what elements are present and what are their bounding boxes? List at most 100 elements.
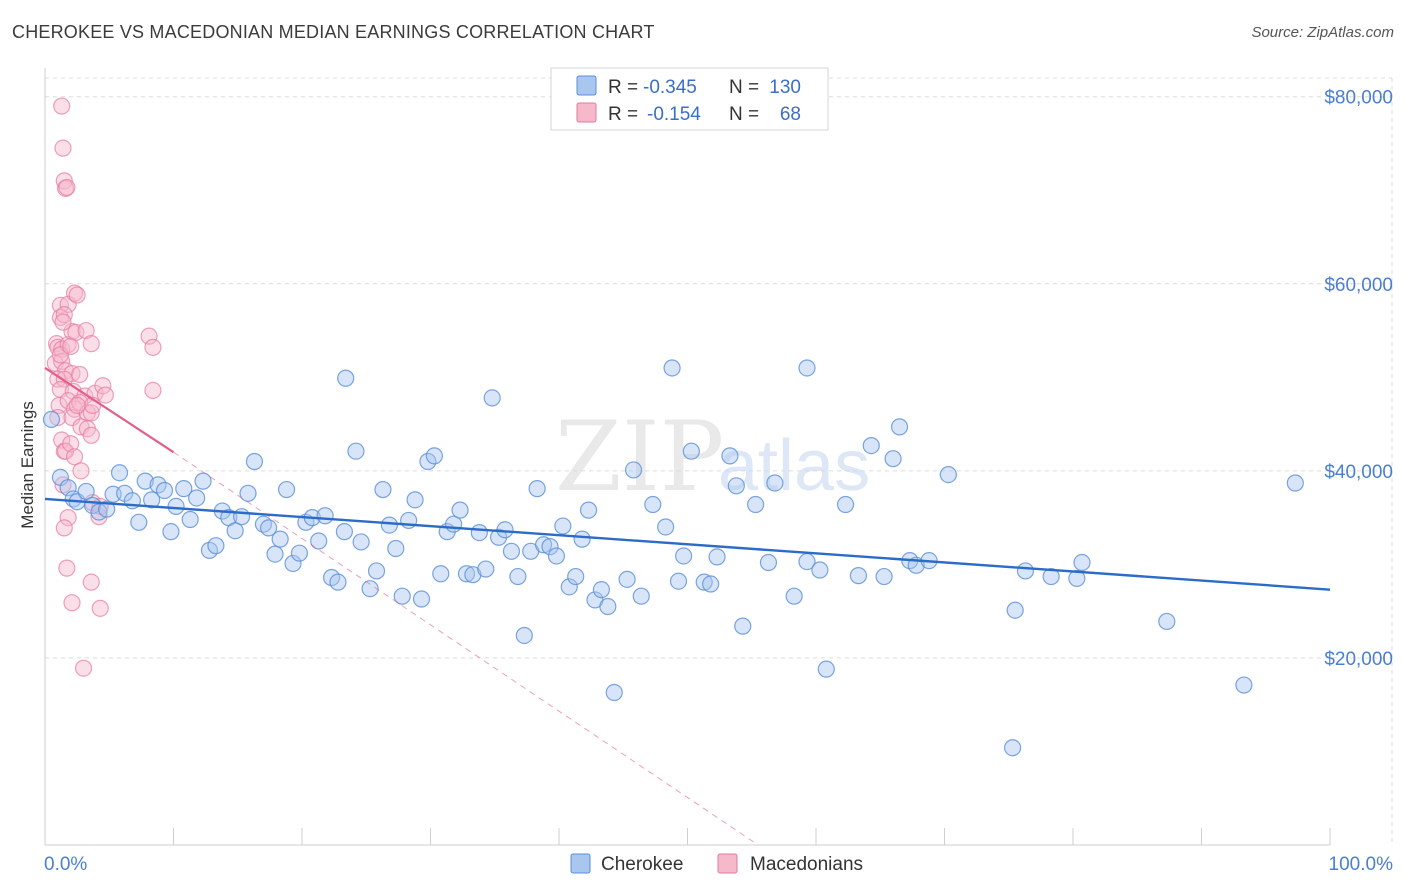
cherokee-point	[374, 480, 392, 499]
cherokee-point	[432, 565, 450, 583]
cherokee-point	[347, 442, 365, 460]
cherokee-point	[675, 547, 693, 565]
legend-box: R = -0.345 N = 130 R = -0.154 N = 68	[550, 67, 829, 131]
macedonians-point	[140, 327, 158, 345]
macedonians-point	[72, 462, 90, 480]
cherokee-point	[663, 359, 681, 377]
y-axis-label: Median Earnings	[18, 401, 37, 529]
cherokee-point	[734, 617, 752, 635]
cherokee-point	[496, 521, 514, 539]
macedonians-points	[46, 97, 162, 677]
chart-title: CHEROKEE VS MACEDONIAN MEDIAN EARNINGS C…	[12, 22, 655, 42]
macedonians-point	[54, 313, 72, 331]
cherokee-point	[695, 573, 713, 591]
macedonians-trend-extension	[173, 451, 759, 846]
cherokee-point	[59, 479, 77, 497]
cherokee-point	[599, 597, 617, 616]
macedonians-point	[62, 337, 80, 356]
cherokee-point	[632, 587, 650, 605]
cherokee-point	[266, 545, 284, 563]
x-tick-label: 100.0%	[1329, 854, 1394, 875]
cherokee-point	[406, 491, 424, 509]
cherokee-point	[862, 436, 880, 455]
legend-r-value-1: -0.345	[643, 77, 697, 98]
cherokee-point	[759, 553, 778, 572]
cherokee-point	[884, 450, 902, 468]
cherokee-point	[624, 461, 643, 479]
cherokee-point	[457, 565, 476, 583]
x-tick-label: 0.0%	[44, 854, 87, 875]
cherokee-point	[387, 539, 405, 558]
cherokee-point	[1235, 676, 1253, 694]
cherokee-point	[175, 480, 193, 498]
cherokee-point	[939, 465, 957, 484]
cherokee-point	[1016, 562, 1035, 580]
macedonians-point	[55, 519, 73, 537]
bottom-legend-macedonians: Macedonians	[750, 854, 863, 875]
macedonians-point	[68, 396, 86, 414]
cherokee-point	[329, 573, 347, 591]
cherokee-point	[811, 561, 829, 579]
bottom-legend-swatch-cherokee	[570, 853, 591, 874]
cherokee-point	[618, 570, 636, 588]
cherokee-point	[727, 477, 745, 495]
cherokee-trend-line	[44, 497, 1331, 591]
cherokee-point	[766, 474, 784, 492]
macedonians-point	[53, 97, 71, 115]
cherokee-point	[541, 538, 559, 556]
cherokee-point	[470, 523, 488, 542]
cherokee-point	[721, 447, 739, 465]
legend-n-value-1: 130	[769, 77, 801, 98]
cherokee-point	[554, 517, 572, 535]
legend-r-label-2: R =	[608, 104, 638, 125]
cherokee-point	[1006, 601, 1024, 619]
watermark: ZIP atlas	[555, 401, 870, 513]
cherokee-point	[143, 491, 161, 509]
cherokee-point	[579, 501, 598, 519]
bottom-legend-swatch-macedonians	[717, 853, 738, 874]
cherokee-point	[316, 507, 334, 525]
y-tick-label: $60,000	[1324, 275, 1393, 296]
cherokee-point	[367, 562, 386, 580]
cherokee-point	[708, 548, 726, 566]
cherokee-point	[567, 567, 585, 586]
cherokee-point	[290, 544, 309, 562]
cherokee-point	[605, 683, 623, 702]
cherokee-point	[483, 389, 501, 407]
cherokee-point	[547, 547, 566, 565]
macedonians-point	[49, 370, 67, 388]
y-tick-label: $40,000	[1324, 462, 1393, 483]
macedonians-point	[65, 284, 84, 302]
legend-n-value-2: 68	[780, 104, 801, 125]
cherokee-point	[1158, 612, 1176, 631]
macedonians-point	[53, 352, 71, 371]
macedonians-point	[63, 594, 81, 612]
cherokee-point	[682, 442, 700, 460]
legend-n-label-2: N =	[729, 104, 759, 125]
cherokee-point	[310, 532, 328, 550]
macedonians-point	[77, 321, 95, 340]
cherokee-point	[425, 447, 443, 465]
cherokee-point	[181, 510, 199, 529]
macedonians-point	[82, 573, 100, 591]
macedonians-point	[62, 435, 80, 453]
cherokee-point	[890, 418, 909, 436]
y-tick-label: $80,000	[1324, 88, 1393, 109]
macedonians-point	[65, 448, 84, 466]
cherokee-point	[592, 581, 611, 599]
cherokee-point	[1004, 739, 1022, 757]
macedonians-point	[53, 431, 71, 449]
cherokee-point	[136, 472, 154, 490]
cherokee-point	[849, 567, 868, 585]
y-tick-labels: $20,000 $40,000 $60,000 $80,000	[1324, 88, 1393, 670]
cherokee-point	[259, 519, 278, 537]
cherokee-point	[644, 495, 662, 514]
cherokee-point	[207, 537, 225, 555]
cherokee-point	[528, 480, 546, 498]
cherokee-point	[361, 580, 379, 598]
trend-lines	[44, 367, 1331, 846]
cherokee-point	[502, 542, 521, 560]
legend-frame	[550, 67, 829, 131]
cherokee-points	[42, 359, 1304, 757]
macedonians-point	[54, 139, 72, 157]
